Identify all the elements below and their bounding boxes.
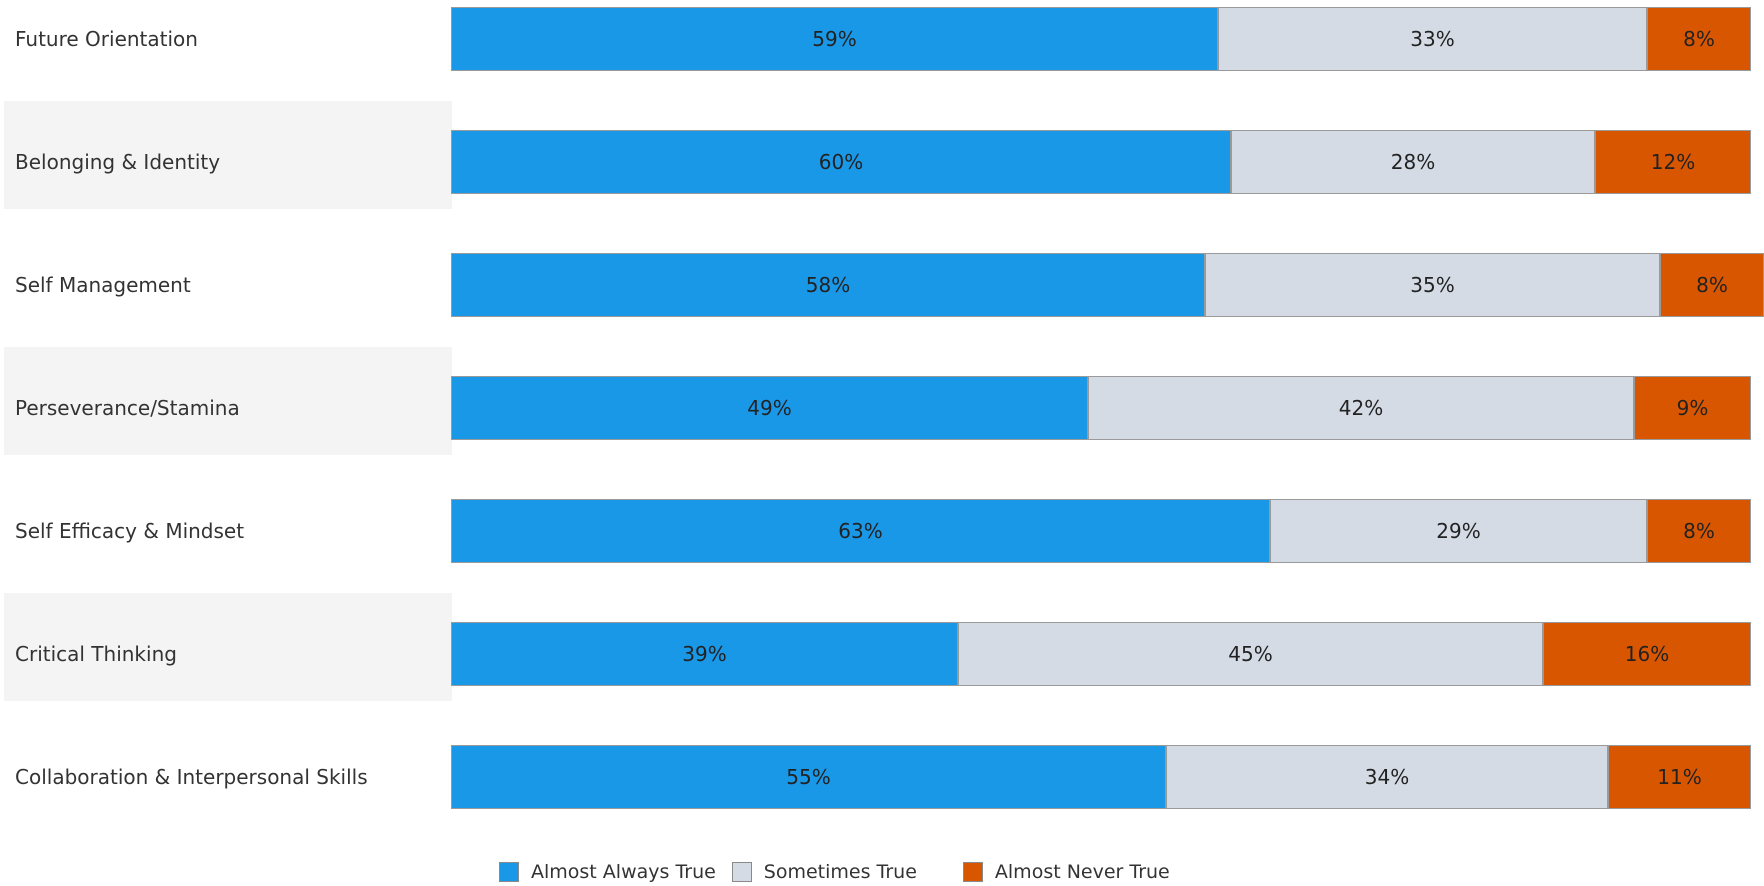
bar-segment[interactable] — [1647, 499, 1751, 563]
bar-segment[interactable] — [1543, 622, 1751, 686]
bar-row: 39% 45% 16% — [451, 622, 1764, 686]
bar-segment[interactable] — [451, 253, 1205, 317]
bar-segment[interactable] — [1660, 253, 1764, 317]
bar-segment[interactable] — [1166, 745, 1608, 809]
bar-segment[interactable] — [1634, 376, 1751, 440]
bar-segment[interactable] — [451, 622, 958, 686]
row-band — [4, 101, 452, 209]
bar-segment[interactable] — [1205, 253, 1660, 317]
legend-swatch — [731, 862, 752, 882]
bar-segment[interactable] — [451, 376, 1088, 440]
bar-segment[interactable] — [1647, 7, 1751, 71]
category-label: Perseverance/Stamina — [15, 396, 240, 420]
legend-item[interactable]: Almost Never True — [962, 861, 1170, 883]
row-band — [4, 593, 452, 701]
bar-segment[interactable] — [451, 745, 1166, 809]
bar-row: 58% 35% 8% — [451, 253, 1764, 317]
bar-row: 55% 34% 11% — [451, 745, 1764, 809]
bar-row: 63% 29% 8% — [451, 499, 1764, 563]
bar-segment[interactable] — [1608, 745, 1751, 809]
bar-segment[interactable] — [1218, 7, 1647, 71]
category-label: Belonging & Identity — [15, 150, 221, 174]
category-label: Critical Thinking — [15, 642, 177, 666]
legend-swatch — [962, 862, 983, 882]
category-label: Self Management — [15, 273, 191, 297]
bar-segment[interactable] — [1270, 499, 1647, 563]
bar-segment[interactable] — [1088, 376, 1634, 440]
bar-segment[interactable] — [958, 622, 1543, 686]
bar-row: 49% 42% 9% — [451, 376, 1764, 440]
category-label: Future Orientation — [15, 27, 198, 51]
row-band — [4, 347, 452, 455]
bar-segment[interactable] — [1595, 130, 1751, 194]
bar-segment[interactable] — [451, 499, 1270, 563]
legend-item[interactable]: Sometimes True — [731, 861, 917, 883]
bar-row: 60% 28% 12% — [451, 130, 1764, 194]
legend-label: Almost Always True — [531, 861, 716, 883]
category-label: Collaboration & Interpersonal Skills — [15, 765, 368, 789]
bar-row: 59% 33% 8% — [451, 7, 1764, 71]
bar-segment[interactable] — [451, 130, 1231, 194]
legend-item[interactable]: Almost Always True — [499, 861, 716, 883]
legend-swatch — [499, 862, 519, 882]
legend: Almost Always True Sometimes True Almost N… — [499, 860, 1170, 884]
bar-segment[interactable] — [1231, 130, 1595, 194]
bar-segment[interactable] — [451, 7, 1218, 71]
legend-label: Almost Never True — [994, 861, 1170, 883]
category-label: Self Efficacy & Mindset — [15, 519, 245, 543]
legend-label: Sometimes True — [763, 861, 917, 883]
